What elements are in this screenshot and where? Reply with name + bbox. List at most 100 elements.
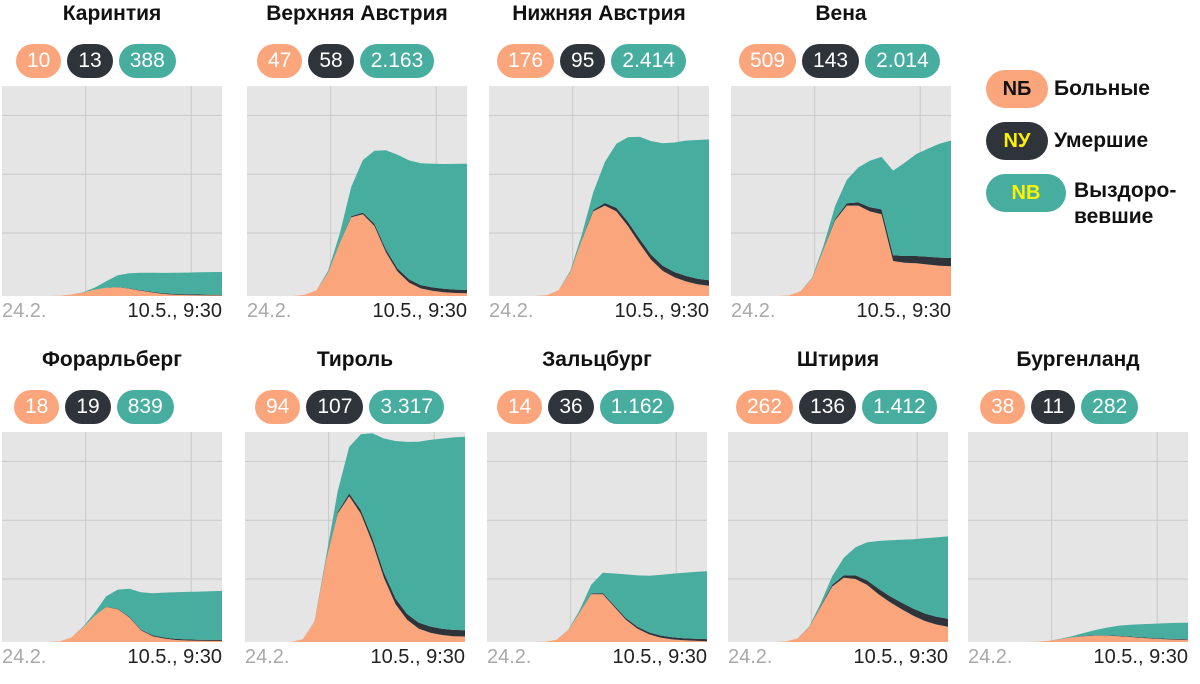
recovered-badge: 2.014	[865, 44, 940, 78]
area-chart	[245, 432, 465, 642]
legend-item-recovered: NB Выздоро- вевшие	[986, 174, 1176, 230]
panel-title: Штирия	[796, 348, 880, 371]
dead-badge: 13	[67, 44, 113, 78]
panel-title: Верхняя Австрия	[266, 2, 448, 25]
badge-group: 38 11 282	[980, 390, 1139, 424]
dead-badge: 58	[308, 44, 354, 78]
sick-badge: 94	[255, 390, 301, 424]
area-recovered	[487, 571, 707, 642]
legend-label-recovered-line1: Выздоро-	[1074, 179, 1177, 202]
panel-title: Тироль	[316, 348, 394, 371]
x-end-label: 10.5., 9:30	[1093, 646, 1188, 668]
badge-group: 47 58 2.163	[257, 44, 435, 78]
area-sick	[968, 635, 1188, 642]
area-dead	[2, 287, 222, 296]
area-chart	[728, 432, 948, 642]
area-recovered	[247, 150, 467, 296]
panel-title: Вена	[815, 2, 867, 25]
panel-title: Каринтия	[62, 2, 162, 25]
area-recovered	[2, 588, 222, 642]
area-recovered	[489, 136, 709, 296]
area-sick	[247, 214, 467, 296]
sick-badge: 47	[257, 44, 303, 78]
dead-badge: 136	[799, 390, 857, 424]
legend-label-recovered: Выздоро- вевшие	[1074, 178, 1176, 230]
area-sick	[2, 607, 222, 642]
area-sick	[489, 205, 709, 296]
dead-badge: 36	[548, 390, 594, 424]
legend-label-recovered-line2: вевшие	[1074, 205, 1154, 228]
badge-group: 176 95 2.414	[497, 44, 686, 78]
recovered-swatch: NB	[986, 174, 1066, 212]
area-sick	[731, 205, 951, 296]
badge-group: 10 13 388	[16, 44, 176, 78]
plot-background	[968, 432, 1188, 642]
area-chart	[2, 432, 222, 642]
x-end-label: 10.5., 9:30	[127, 300, 222, 322]
x-start-label: 24.2.	[247, 300, 292, 322]
legend-label-dead: Умершие	[1054, 129, 1149, 152]
panel-title: Зальцбург	[542, 348, 652, 371]
panel-title: Нижняя Австрия	[512, 2, 686, 25]
dead-badge: 95	[560, 44, 606, 78]
dead-badge: 143	[802, 44, 860, 78]
sick-badge: 176	[497, 44, 555, 78]
sick-badge: 18	[14, 390, 60, 424]
legend-item-dead: NУ Умершие	[986, 122, 1148, 160]
area-chart	[2, 86, 222, 296]
x-start-label: 24.2.	[728, 646, 773, 668]
area-chart	[731, 86, 951, 296]
legend-label-sick: Больные	[1054, 77, 1150, 100]
area-sick	[245, 496, 465, 642]
x-start-label: 24.2.	[489, 300, 534, 322]
x-end-label: 10.5., 9:30	[370, 646, 465, 668]
area-recovered	[731, 140, 951, 296]
recovered-badge: 388	[118, 44, 176, 78]
dead-badge: 11	[1031, 390, 1076, 424]
badge-group: 262 136 1.412	[736, 390, 937, 424]
recovered-badge: 839	[116, 390, 174, 424]
sick-badge: 509	[739, 44, 797, 78]
recovered-badge: 282	[1081, 390, 1139, 424]
area-recovered	[245, 433, 465, 642]
dead-badge: 19	[65, 390, 111, 424]
sick-badge: 262	[736, 390, 794, 424]
x-end-label: 10.5., 9:30	[856, 300, 951, 322]
dead-badge: 107	[306, 390, 364, 424]
x-end-label: 10.5., 9:30	[127, 646, 222, 668]
sick-badge: 10	[16, 44, 62, 78]
x-end-label: 10.5., 9:30	[614, 300, 709, 322]
area-recovered	[2, 272, 222, 296]
x-start-label: 24.2.	[245, 646, 290, 668]
sick-swatch: NБ	[986, 70, 1048, 108]
recovered-badge: 1.162	[599, 390, 675, 424]
area-recovered	[968, 622, 1188, 642]
plot-background	[2, 86, 222, 296]
x-start-label: 24.2.	[2, 646, 47, 668]
badge-group: 509 143 2.014	[739, 44, 940, 78]
x-start-label: 24.2.	[731, 300, 776, 322]
area-sick	[2, 287, 222, 296]
badge-group: 14 36 1.162	[497, 390, 675, 424]
legend-item-sick: NБ Больные	[986, 70, 1150, 108]
area-chart	[968, 432, 1188, 642]
x-end-label: 10.5., 9:30	[372, 300, 467, 322]
badge-group: 18 19 839	[14, 390, 174, 424]
area-chart	[489, 86, 709, 296]
area-sick	[728, 577, 948, 642]
panel-title: Форарльберг	[41, 348, 183, 371]
x-start-label: 24.2.	[487, 646, 532, 668]
x-start-label: 24.2.	[2, 300, 47, 322]
recovered-badge: 2.414	[611, 44, 686, 78]
panel-title: Бургенланд	[1016, 348, 1140, 371]
x-end-label: 10.5., 9:30	[853, 646, 948, 668]
recovered-badge: 2.163	[359, 44, 435, 78]
x-start-label: 24.2.	[968, 646, 1013, 668]
x-end-label: 10.5., 9:30	[612, 646, 707, 668]
dead-swatch: NУ	[986, 122, 1048, 160]
area-recovered	[728, 536, 948, 642]
area-dead	[968, 635, 1188, 642]
area-sick	[487, 594, 707, 642]
sick-badge: 14	[497, 390, 543, 424]
area-chart	[487, 432, 707, 642]
